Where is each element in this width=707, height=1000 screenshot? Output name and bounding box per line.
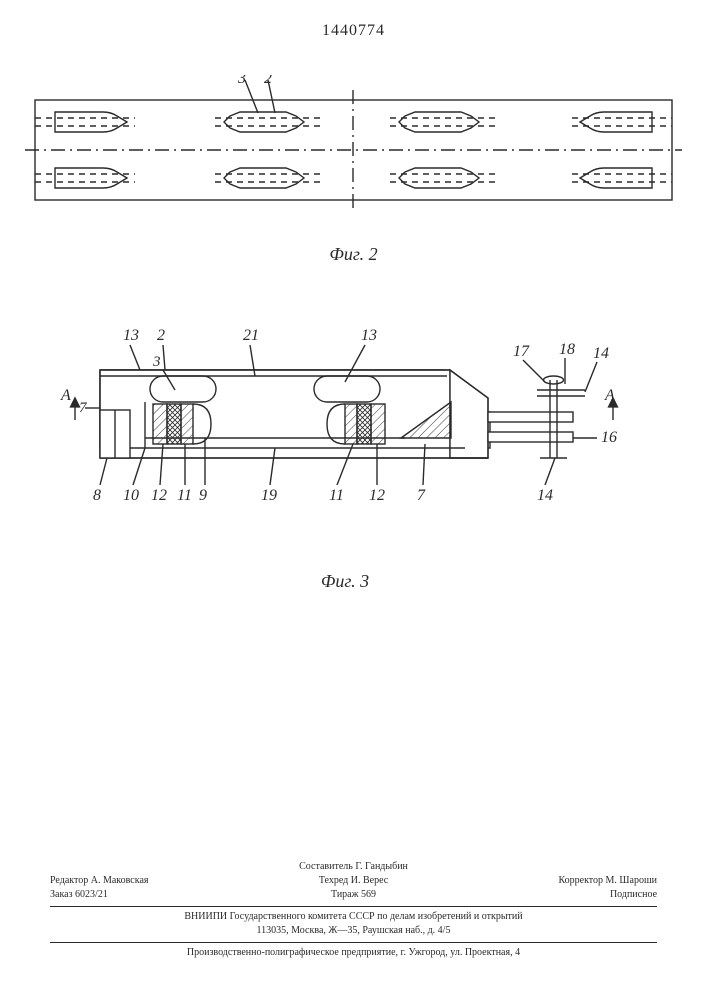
fig3-label-21: 21 xyxy=(243,327,259,344)
fig3-label-10: 10 xyxy=(123,487,139,504)
fig3-label-16: 16 xyxy=(601,429,617,446)
fig3-label-11b: 11 xyxy=(329,487,344,504)
fig3-label-12a: 12 xyxy=(151,487,167,504)
footer-addr3: Производственно-полиграфическое предприя… xyxy=(50,946,657,960)
footer-rule-2 xyxy=(50,942,657,943)
footer-rule-1 xyxy=(50,906,657,907)
footer-editor: Редактор А. Маковская xyxy=(50,874,246,888)
figure-3: 13 2 21 13 17 18 14 А 7 3 А 16 8 10 12 1… xyxy=(45,310,645,592)
footer-corr: Корректор М. Шароши xyxy=(461,874,657,888)
footer-sign: Подписное xyxy=(461,888,657,902)
fig3-label-17: 17 xyxy=(513,343,530,360)
fig2-label-3: 3 xyxy=(237,75,246,87)
fig3-label-12b: 12 xyxy=(369,487,385,504)
fig3-label-2: 2 xyxy=(157,327,165,344)
figure-3-svg: 13 2 21 13 17 18 14 А 7 3 А 16 8 10 12 1… xyxy=(45,310,645,560)
fig3-caption: Фиг. 3 xyxy=(45,571,645,592)
footer-order: Заказ 6023/21 xyxy=(50,888,246,902)
fig2-label-2: 2 xyxy=(264,75,272,87)
fig3-label-8: 8 xyxy=(93,487,101,504)
fig3-label-7b: 7 xyxy=(417,487,426,504)
imprint-footer: Составитель Г. Гандыбин Редактор А. Мако… xyxy=(50,860,657,960)
figure-2-svg: 3 2 xyxy=(20,75,687,235)
footer-tech: Техред И. Верес xyxy=(256,874,452,888)
fig3-label-A-left: А xyxy=(60,387,71,404)
fig3-label-13b: 13 xyxy=(361,327,377,344)
fig3-label-14a: 14 xyxy=(593,345,609,362)
fig3-label-3: 3 xyxy=(152,354,161,370)
footer-compiler: Составитель Г. Гандыбин xyxy=(256,860,452,874)
footer-tirazh: Тираж 569 xyxy=(256,888,452,902)
fig3-label-13a: 13 xyxy=(123,327,139,344)
fig3-label-11a: 11 xyxy=(177,487,192,504)
fig3-label-14b: 14 xyxy=(537,487,553,504)
figure-2: 3 2 Фиг. 2 xyxy=(20,75,687,265)
fig2-caption: Фиг. 2 xyxy=(20,244,687,265)
patent-number: 1440774 xyxy=(0,22,707,40)
footer-addr2: 113035, Москва, Ж—35, Раушская наб., д. … xyxy=(50,924,657,938)
fig3-label-19: 19 xyxy=(261,487,277,504)
fig3-label-A-right: А xyxy=(604,387,615,404)
fig3-label-9: 9 xyxy=(199,487,207,504)
footer-addr1: ВНИИПИ Государственного комитета СССР по… xyxy=(50,910,657,924)
fig3-label-18: 18 xyxy=(559,341,575,358)
